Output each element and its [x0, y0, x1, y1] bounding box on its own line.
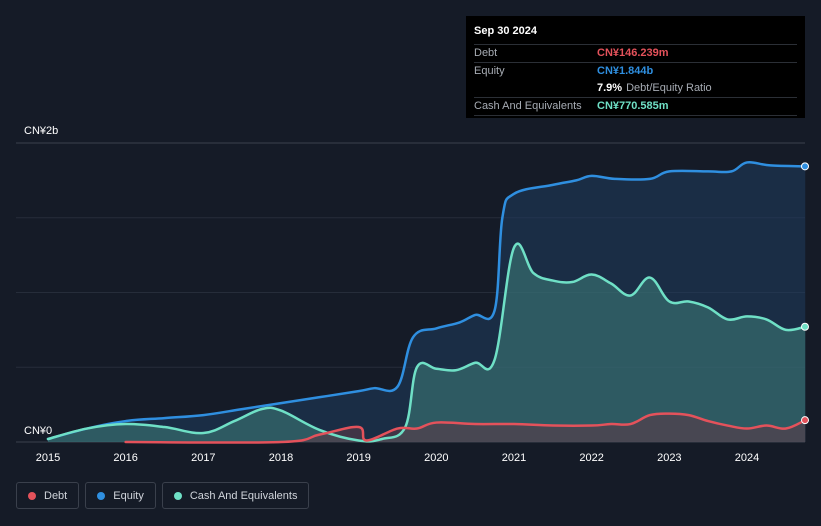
legend-cash-dot-icon — [173, 491, 182, 500]
tooltip-equity-value: CN¥1.844b — [597, 65, 654, 77]
legend-debt-dot-icon — [28, 491, 36, 500]
tooltip-row-debt: Debt CN¥146.239m — [474, 44, 797, 62]
legend-item-cash[interactable]: Cash And Equivalents — [161, 482, 310, 509]
tooltip-debt-value: CN¥146.239m — [597, 47, 669, 59]
legend-cash-label: Cash And Equivalents — [189, 489, 298, 502]
tooltip-debt-label: Debt — [474, 47, 498, 59]
tooltip-row-cash: Cash And Equivalents CN¥770.585m — [474, 97, 797, 116]
x-tick-label: 2020 — [424, 452, 448, 464]
tooltip-row-ratio: 7.9% Debt/Equity Ratio — [474, 80, 797, 97]
equity-end-marker — [801, 162, 809, 171]
debt-area — [125, 413, 806, 443]
tooltip-ratio-label: Debt/Equity Ratio — [626, 82, 712, 94]
x-tick-label: 2016 — [113, 452, 137, 464]
y-tick-label-max: CN¥2b — [24, 125, 59, 137]
cash-area — [48, 243, 806, 442]
tooltip-row-equity: Equity CN¥1.844b — [474, 62, 797, 80]
x-axis: 2015 2016 2017 2018 2019 2020 2021 2022 2023 2024 — [36, 452, 759, 464]
tooltip-cash-label: Cash And Equivalents — [474, 100, 582, 112]
x-tick-label: 2017 — [191, 452, 215, 464]
x-tick-label: 2021 — [502, 452, 526, 464]
cash-end-marker — [801, 322, 809, 331]
tooltip-ratio-value: 7.9% — [597, 82, 623, 94]
series-end-markers — [801, 162, 809, 425]
legend: Debt Equity Cash And Equivalents — [16, 482, 310, 509]
tooltip-date: Sep 30 2024 — [474, 25, 537, 37]
legend-equity-dot-icon — [97, 491, 106, 500]
x-tick-label: 2015 — [36, 452, 60, 464]
debt-end-marker — [801, 416, 809, 425]
tooltip-cash-value: CN¥770.585m — [597, 100, 669, 112]
debt-line — [124, 412, 807, 444]
cash-line — [46, 242, 807, 443]
tooltip-panel: Sep 30 2024 Debt CN¥146.239m Equity CN¥1… — [466, 16, 805, 118]
series-areas — [48, 162, 806, 443]
x-tick-label: 2023 — [657, 452, 681, 464]
x-tick-label: 2019 — [346, 452, 370, 464]
x-tick-label: 2024 — [735, 452, 759, 464]
y-tick-label-zero: CN¥0 — [24, 425, 53, 437]
x-tick-label: 2022 — [579, 452, 603, 464]
series-lines — [46, 160, 807, 444]
x-tick-label: 2018 — [269, 452, 293, 464]
legend-equity-label: Equity — [113, 489, 144, 502]
tooltip-equity-label: Equity — [474, 65, 505, 77]
legend-debt-label: Debt — [44, 489, 68, 502]
legend-item-debt[interactable]: Debt — [16, 482, 80, 509]
equity-line — [46, 160, 807, 441]
legend-item-equity[interactable]: Equity — [85, 482, 156, 509]
